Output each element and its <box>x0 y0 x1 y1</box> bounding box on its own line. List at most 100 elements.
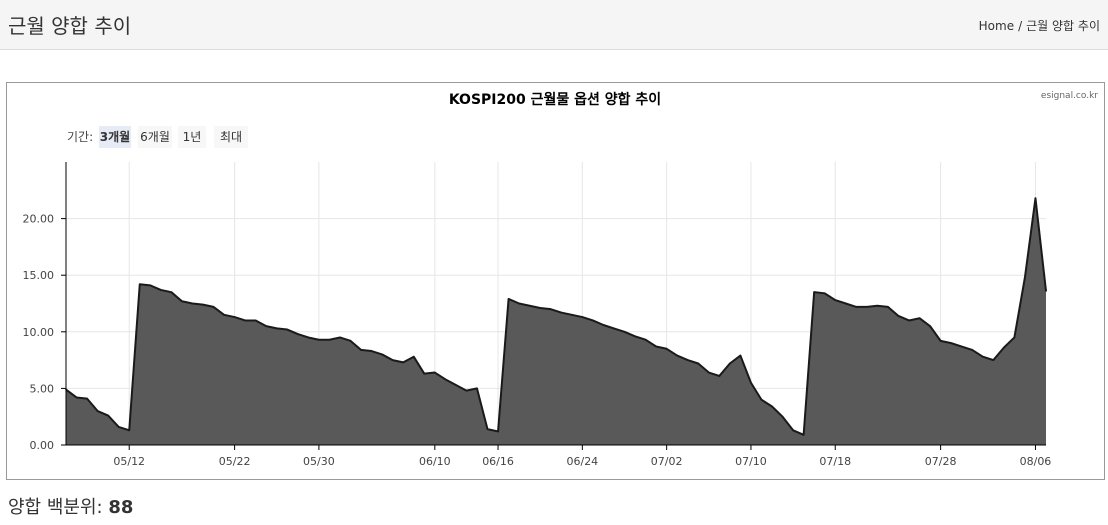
series-point <box>486 428 489 430</box>
range-selector-label: 기간: <box>67 130 93 144</box>
series-point <box>560 311 563 314</box>
series-point <box>254 319 257 322</box>
series-point <box>908 319 910 322</box>
series-point <box>1003 346 1005 349</box>
range-option-2[interactable]: 1년 <box>178 126 206 148</box>
series-point <box>897 315 900 317</box>
series-point <box>918 317 921 320</box>
chart-credit[interactable]: esignal.co.kr <box>1041 91 1098 101</box>
x-tick-label: 05/22 <box>219 455 251 468</box>
series-point <box>644 338 647 341</box>
series-point <box>665 347 668 350</box>
series-point <box>223 314 225 316</box>
chart-svg: KOSPI200 근월물 옵션 양합 추이 esignal.co.kr 기간: … <box>23 91 1099 468</box>
series-point <box>412 355 415 358</box>
breadcrumb-separator: / <box>1018 19 1023 33</box>
x-tick-label: 07/28 <box>925 455 957 468</box>
series-point <box>128 429 131 432</box>
series-point <box>613 327 615 330</box>
x-tick-label: 07/02 <box>651 455 683 468</box>
y-tick-label: 0.00 <box>30 439 55 452</box>
range-option-bg <box>138 126 172 148</box>
series-point <box>1013 336 1016 339</box>
breadcrumb-home-link[interactable]: Home <box>978 19 1015 33</box>
series-point <box>360 349 362 351</box>
series-point <box>265 325 268 327</box>
y-tick-label: 10.00 <box>23 326 55 339</box>
x-tick-label: 06/10 <box>419 455 451 468</box>
percentile-label: 양합 백분위: <box>8 497 103 518</box>
series-point <box>634 335 636 338</box>
series-point <box>686 359 689 361</box>
series-point <box>339 336 341 339</box>
series-point <box>202 303 204 306</box>
series-point <box>476 387 478 390</box>
series-point <box>349 340 352 342</box>
x-tick-label: 07/10 <box>735 455 767 468</box>
range-option-bg <box>178 126 206 148</box>
range-option-label: 6개월 <box>140 130 170 144</box>
series-point <box>623 331 626 333</box>
series-point <box>802 434 805 436</box>
range-option-bg <box>214 126 248 148</box>
series-point <box>971 349 974 351</box>
series-point <box>507 298 510 300</box>
range-option-3[interactable]: 최대 <box>214 126 248 148</box>
x-tick-label: 07/18 <box>819 455 851 468</box>
series-point <box>760 398 763 401</box>
range-option-label: 3개월 <box>100 129 130 144</box>
series-point <box>518 302 520 305</box>
series-point <box>887 306 889 308</box>
series-point <box>739 354 742 357</box>
series-point <box>318 338 320 341</box>
series-point <box>307 336 310 339</box>
series-point <box>929 325 931 327</box>
series-point <box>160 289 162 291</box>
breadcrumb: Home / 근월 양합 추이 <box>979 17 1100 34</box>
series-point <box>381 353 383 356</box>
range-option-0[interactable]: 3개월 <box>99 126 131 148</box>
series-point <box>939 340 942 342</box>
series-point <box>592 319 594 322</box>
series-point <box>75 396 78 399</box>
chart-container: KOSPI200 근월물 옵션 양합 추이 esignal.co.kr 기간: … <box>6 82 1105 480</box>
series-point <box>781 415 784 418</box>
range-option-1[interactable]: 6개월 <box>138 126 172 148</box>
series-point <box>539 307 541 309</box>
page-title: 근월 양합 추이 <box>8 14 132 38</box>
chart-plot <box>65 197 1047 445</box>
series-point <box>992 359 995 361</box>
series-point <box>750 381 752 384</box>
series-point <box>275 327 278 330</box>
series-line <box>65 197 1047 436</box>
series-point <box>212 306 215 308</box>
series-point <box>1024 276 1026 279</box>
series-point <box>844 302 847 305</box>
series-point <box>244 319 246 322</box>
series-point <box>1034 197 1037 200</box>
series-point <box>181 300 183 303</box>
series-point <box>950 342 952 344</box>
series-point <box>434 371 436 374</box>
series-point <box>402 361 405 364</box>
series-point <box>718 375 721 377</box>
series-point <box>149 284 152 287</box>
series-point <box>676 354 678 357</box>
series-point <box>708 371 710 374</box>
percentile-readout: 양합 백분위: 88 <box>8 493 133 519</box>
series-point <box>1045 290 1047 292</box>
series-point <box>286 328 289 331</box>
series-point <box>834 299 837 301</box>
series-area <box>66 198 1046 445</box>
y-tick-label: 5.00 <box>30 382 55 395</box>
series-point <box>138 283 141 286</box>
series-point <box>528 304 531 307</box>
series-point <box>813 291 815 293</box>
y-tick-label: 15.00 <box>23 269 55 282</box>
series-point <box>855 306 858 308</box>
series-point <box>444 378 447 381</box>
percentile-value: 88 <box>108 497 134 518</box>
series-point <box>170 291 173 293</box>
series-point <box>423 372 426 375</box>
series-point <box>960 345 963 348</box>
